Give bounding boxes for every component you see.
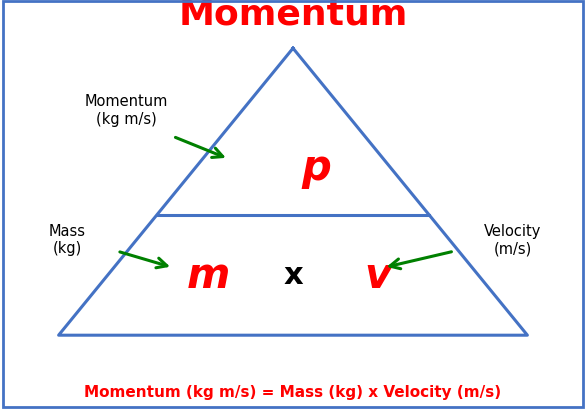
Text: m: m	[186, 254, 230, 296]
Text: Velocity
(m/s): Velocity (m/s)	[484, 223, 541, 256]
Text: p: p	[302, 147, 331, 189]
Text: Momentum (kg m/s) = Mass (kg) x Velocity (m/s): Momentum (kg m/s) = Mass (kg) x Velocity…	[84, 384, 502, 399]
Text: Momentum: Momentum	[178, 0, 408, 31]
Text: Mass
(kg): Mass (kg)	[49, 223, 86, 256]
Text: x: x	[283, 261, 303, 290]
Text: v: v	[364, 254, 391, 296]
Text: Momentum
(kg m/s): Momentum (kg m/s)	[84, 94, 168, 127]
